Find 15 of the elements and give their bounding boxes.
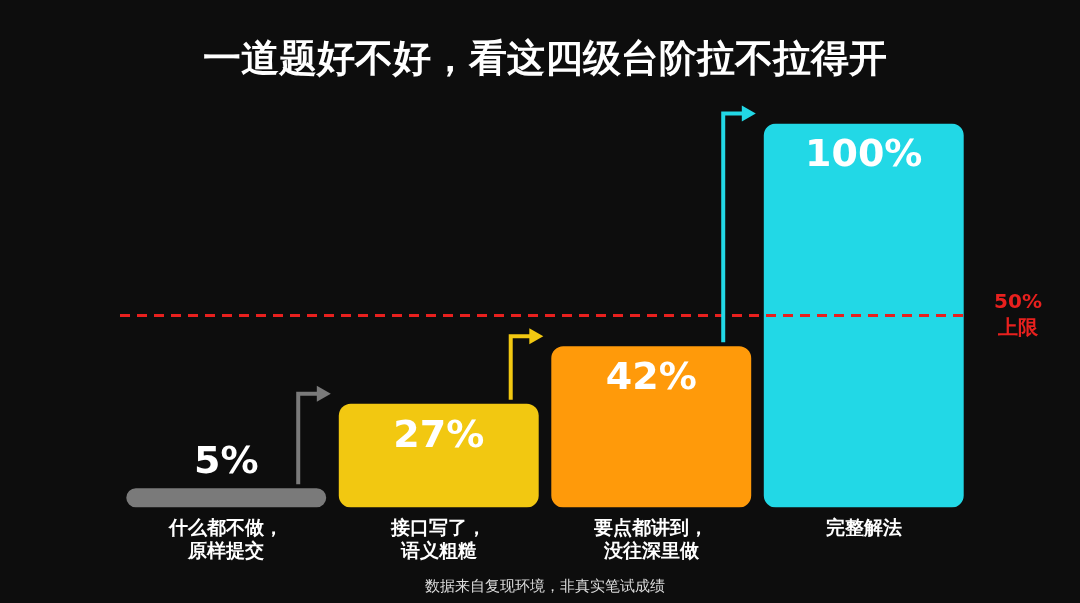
x-tick-label: 要点都讲到，没往深里做 [593, 515, 709, 561]
x-tick-label: 接口写了，语义粗糙 [390, 515, 487, 561]
ref-line-label: 50% 上限 [994, 288, 1042, 339]
bar [126, 488, 327, 508]
x-tick-label: 什么都不做，原样提交 [168, 515, 284, 561]
x-tick-label: 完整解法 [825, 515, 902, 538]
chart-title: 一道题好不好，看这四级台阶拉不拉得开 [203, 35, 887, 80]
data-label: 27% [393, 411, 485, 456]
data-label: 42% [605, 354, 697, 399]
bar [763, 123, 964, 508]
bar [551, 346, 752, 508]
text: 数据来自复现环境，非真实笔试成绩 [425, 577, 665, 596]
bar [338, 403, 539, 508]
data-label: 100% [805, 131, 923, 176]
data-label: 5% [193, 438, 259, 483]
